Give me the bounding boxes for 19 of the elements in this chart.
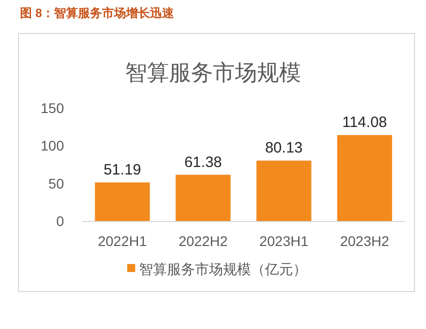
x-tick-label: 2023H1 — [259, 233, 309, 249]
x-tick-label: 2022H1 — [98, 233, 148, 249]
bar — [176, 174, 231, 221]
bar — [94, 182, 150, 221]
y-tick-label: 100 — [40, 138, 64, 154]
legend-label: 智算服务市场规模（亿元） — [139, 261, 308, 277]
y-tick-label: 150 — [40, 100, 64, 116]
data-label: 51.19 — [104, 161, 142, 178]
y-tick-label: 50 — [48, 175, 64, 192]
chart-title: 图 8：智算服务市场增长迅速 — [20, 6, 176, 20]
data-label: 80.13 — [265, 140, 303, 157]
chart-subtitle: 智算服务市场规模 — [125, 60, 301, 85]
x-tick-label: 2022H2 — [178, 233, 228, 249]
y-tick-label: 0 — [56, 213, 64, 229]
x-tick-label: 2023H2 — [340, 233, 390, 249]
bar — [256, 160, 312, 221]
data-label: 61.38 — [184, 154, 222, 171]
data-label: 114.08 — [342, 114, 388, 132]
bar — [337, 135, 392, 221]
